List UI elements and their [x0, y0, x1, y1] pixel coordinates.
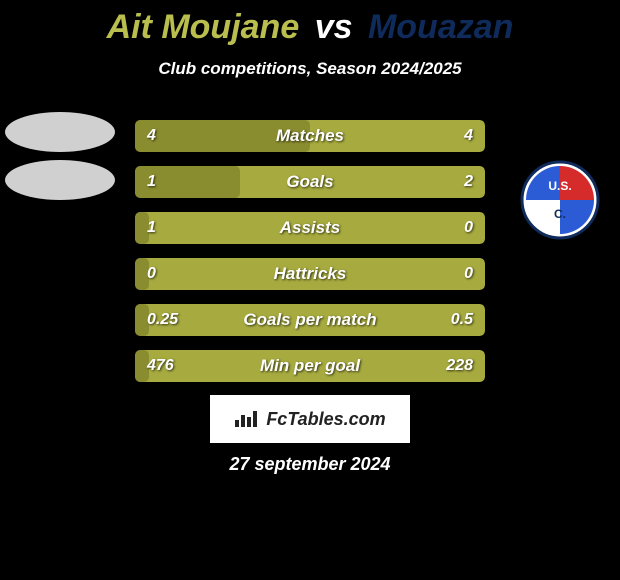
avatar-placeholder [5, 112, 115, 152]
player2-name: Mouazan [368, 8, 513, 46]
stat-label: Min per goal [135, 350, 485, 382]
fctables-badge: FcTables.com [210, 395, 410, 443]
stat-label: Goals [135, 166, 485, 198]
player1-avatar-block [0, 112, 120, 208]
stat-label: Matches [135, 120, 485, 152]
stats-list: 44Matches 12Goals 10Assists 00Hattricks 0.25… [135, 120, 485, 396]
stat-row: 0.250.5Goals per match [135, 304, 485, 336]
svg-text:U.S.: U.S. [548, 179, 571, 193]
stat-row: 10Assists [135, 212, 485, 244]
stat-label: Assists [135, 212, 485, 244]
stat-label: Goals per match [135, 304, 485, 336]
date-text: 27 september 2024 [0, 454, 620, 475]
comparison-infographic: Ait Moujane vs Mouazan Club competitions… [0, 0, 620, 580]
player2-avatar-block: U.S. C. [500, 160, 620, 245]
vs-text: vs [315, 8, 353, 46]
subtitle: Club competitions, Season 2024/2025 [0, 59, 620, 79]
player1-name: Ait Moujane [107, 8, 300, 46]
stat-row: 476228Min per goal [135, 350, 485, 382]
fctables-text: FcTables.com [266, 409, 385, 430]
stat-label: Hattricks [135, 258, 485, 290]
svg-text:C.: C. [554, 207, 566, 221]
page-title: Ait Moujane vs Mouazan [0, 0, 620, 47]
club-logo-icon: U.S. C. [520, 160, 600, 245]
bars-icon [234, 410, 260, 428]
stat-row: 44Matches [135, 120, 485, 152]
stat-row: 12Goals [135, 166, 485, 198]
club-placeholder [5, 160, 115, 200]
stat-row: 00Hattricks [135, 258, 485, 290]
